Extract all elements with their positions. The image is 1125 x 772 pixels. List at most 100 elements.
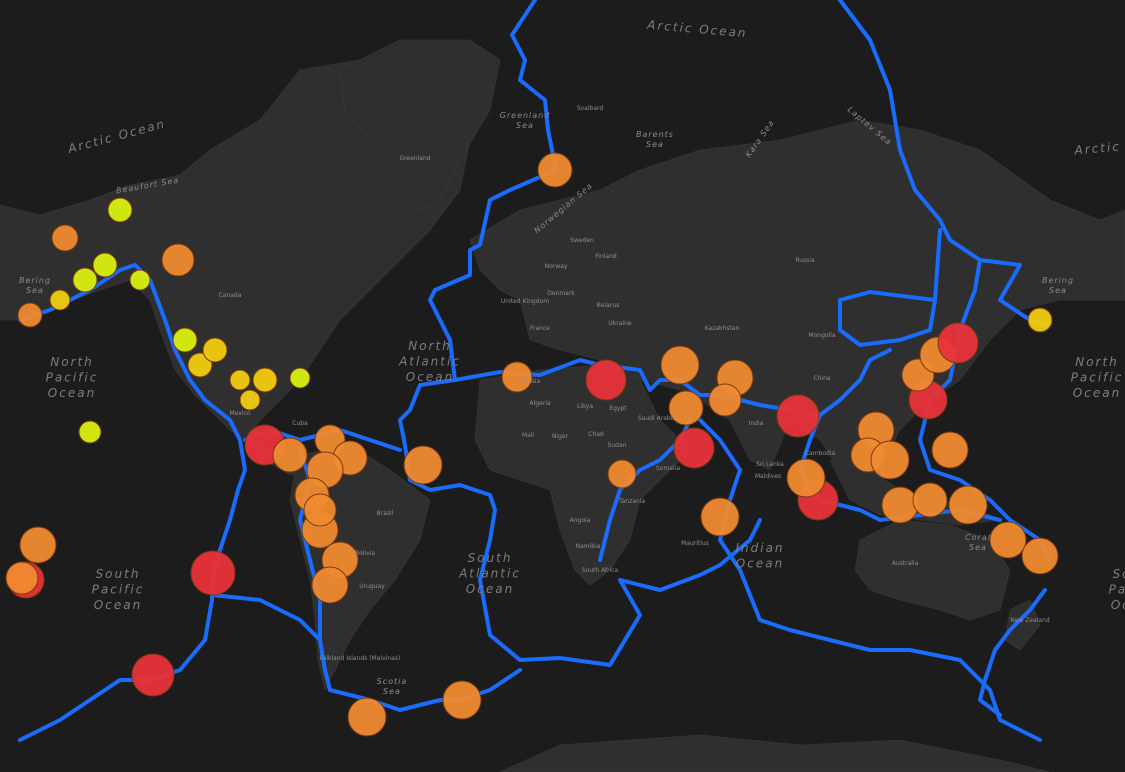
place-label: Greenland bbox=[399, 155, 430, 162]
earthquake-marker bbox=[107, 197, 133, 223]
earthquake-marker bbox=[673, 427, 715, 469]
ocean-label-line: Pacific bbox=[92, 583, 145, 597]
ocean-label-line: South bbox=[468, 551, 513, 565]
ocean-label-line: North bbox=[50, 355, 94, 369]
ocean-label-line: Ocean bbox=[1111, 598, 1125, 612]
earthquake-marker bbox=[537, 152, 573, 188]
place-label: Belarus bbox=[597, 302, 620, 309]
sea-label: Barents Sea bbox=[636, 130, 674, 149]
plate-boundary bbox=[838, 228, 942, 347]
earthquake-marker bbox=[708, 383, 742, 417]
sea-label: Scotia Sea bbox=[377, 677, 408, 696]
earthquake-marker bbox=[19, 526, 57, 564]
place-label: France bbox=[530, 325, 550, 332]
earthquake-marker bbox=[668, 390, 704, 426]
earthquake-marker bbox=[239, 389, 261, 411]
earthquake-marker bbox=[442, 680, 482, 720]
earthquake-marker bbox=[403, 445, 443, 485]
place-label: Mongolia bbox=[808, 332, 835, 339]
earthquake-marker bbox=[1027, 307, 1053, 333]
ocean-label-line: Atlantic bbox=[458, 567, 521, 581]
earthquake-marker bbox=[131, 653, 175, 697]
plate-boundary bbox=[698, 418, 1042, 742]
plate-boundary bbox=[453, 348, 892, 417]
ocean-label-line: South bbox=[96, 567, 141, 581]
plate-boundary bbox=[838, 0, 1047, 327]
ocean-label-line: Ocean bbox=[406, 370, 454, 384]
sea-label-line: Coral bbox=[965, 533, 991, 542]
sea-label: Bering Sea bbox=[19, 276, 51, 295]
earthquake-marker bbox=[311, 566, 349, 604]
plate-boundary bbox=[798, 413, 1002, 522]
place-label: Cuba bbox=[292, 420, 308, 427]
earthquake-marker bbox=[912, 482, 948, 518]
sea-label-line: Bering bbox=[1042, 276, 1074, 285]
place-label: Finland bbox=[595, 253, 617, 260]
greenland bbox=[339, 39, 501, 211]
place-label: Saudi Arabia bbox=[638, 415, 676, 422]
earthquake-marker bbox=[585, 359, 627, 401]
ocean-label-line: Ocean bbox=[1073, 386, 1121, 400]
ocean-label: North Pacific Ocean bbox=[46, 355, 99, 400]
earthquake-marker bbox=[72, 267, 98, 293]
ocean-label-line: Pacific bbox=[46, 371, 99, 385]
earthquake-marker bbox=[786, 458, 826, 498]
earthquake-marker bbox=[881, 486, 919, 524]
place-label: Chad bbox=[588, 431, 604, 438]
plate-boundary bbox=[978, 588, 1047, 717]
place-label: United Kingdom bbox=[501, 298, 549, 305]
earthquake-marker bbox=[49, 289, 71, 311]
place-label: Maldives bbox=[755, 473, 781, 480]
earthquake-marker bbox=[948, 485, 988, 525]
earthquake-marker bbox=[776, 394, 820, 438]
earthquake-marker bbox=[289, 367, 311, 389]
place-label: Uruguay bbox=[359, 583, 385, 590]
earthquake-marker bbox=[660, 345, 700, 385]
place-label: Sri Lanka bbox=[756, 461, 784, 468]
africa bbox=[474, 364, 691, 586]
place-label: Egypt bbox=[609, 405, 627, 412]
sea-label-line: Sea bbox=[516, 121, 534, 130]
ocean-label-line: Ocean bbox=[48, 386, 96, 400]
place-label: Denmark bbox=[547, 290, 575, 297]
ocean-label-line: North bbox=[408, 339, 452, 353]
place-label: Libya bbox=[577, 403, 593, 410]
ocean-label-line: North bbox=[1075, 355, 1119, 369]
place-label: Falkland Islands (Malvinas) bbox=[320, 655, 401, 662]
earthquake-marker bbox=[190, 550, 236, 596]
ocean-label-line: Indian bbox=[735, 541, 784, 555]
place-label: Mauritius bbox=[681, 540, 709, 547]
place-label: Niger bbox=[552, 433, 569, 440]
earthquake-marker bbox=[252, 367, 278, 393]
place-label: Tanzania bbox=[618, 498, 645, 505]
ocean-label: Indian Ocean bbox=[735, 541, 784, 571]
sea-label-line: Scotia bbox=[377, 677, 408, 686]
sea-label-line: Sea bbox=[383, 687, 401, 696]
earthquakes bbox=[5, 152, 1059, 737]
place-label: Ukraine bbox=[608, 320, 631, 327]
earthquake-marker bbox=[501, 361, 533, 393]
place-label: India bbox=[749, 420, 764, 427]
sea-label-line: Sea bbox=[1049, 286, 1067, 295]
ocean-label-line: Ocean bbox=[736, 557, 784, 571]
sea-label-line: Sea bbox=[969, 543, 987, 552]
australia bbox=[854, 519, 1011, 621]
ocean-label-line: Ocean bbox=[94, 598, 142, 612]
place-label: Brazil bbox=[377, 510, 394, 517]
sea-label: Bering Sea bbox=[1042, 276, 1074, 295]
place-label: Norway bbox=[545, 263, 568, 270]
earthquake-marker bbox=[92, 252, 118, 278]
earthquake-marker bbox=[303, 493, 337, 527]
earthquake-marker bbox=[272, 437, 308, 473]
place-label: Namibia bbox=[576, 543, 601, 550]
ocean-label: North Atlantic Ocean bbox=[398, 339, 461, 384]
earthquake-marker bbox=[51, 224, 79, 252]
place-label: Russia bbox=[795, 257, 815, 264]
earthquake-marker bbox=[1021, 537, 1059, 575]
ocean-label-line: Pacific bbox=[1071, 371, 1124, 385]
ocean-label: North Pacific Ocean bbox=[1071, 355, 1124, 400]
place-label: Bolivia bbox=[355, 550, 375, 557]
